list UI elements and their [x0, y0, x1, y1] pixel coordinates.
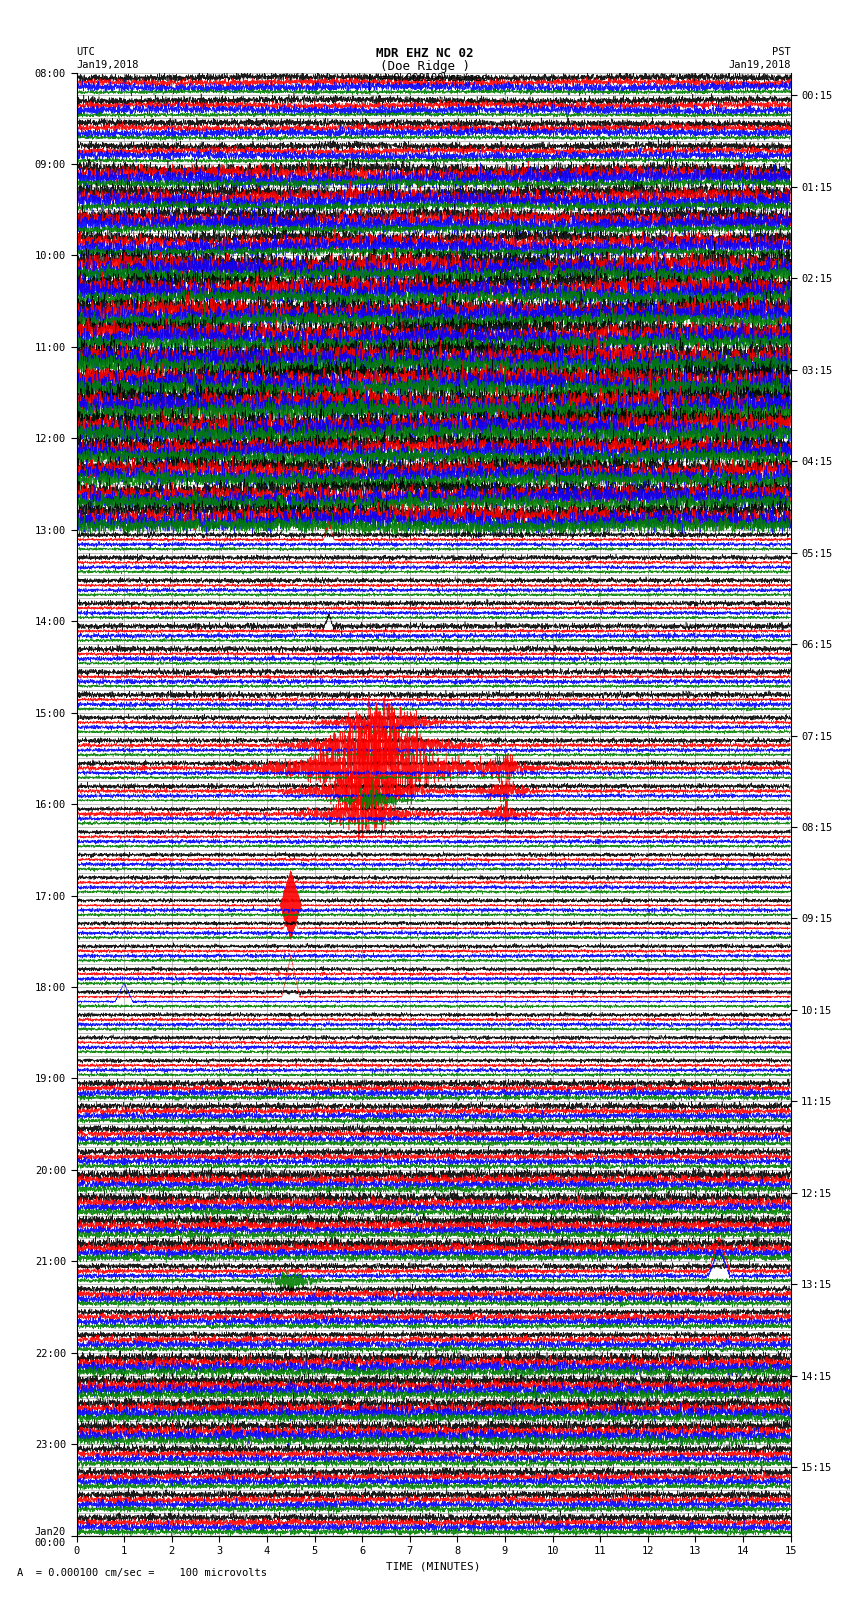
X-axis label: TIME (MINUTES): TIME (MINUTES) — [386, 1561, 481, 1571]
Text: │: │ — [366, 73, 374, 92]
Text: UTC: UTC — [76, 47, 95, 56]
Text: Jan19,2018: Jan19,2018 — [76, 60, 139, 69]
Text: Jan19,2018: Jan19,2018 — [728, 60, 791, 69]
Text: PST: PST — [772, 47, 791, 56]
Text: = 0.000100 cm/sec: = 0.000100 cm/sec — [381, 73, 487, 84]
Text: A  = 0.000100 cm/sec =    100 microvolts: A = 0.000100 cm/sec = 100 microvolts — [17, 1568, 267, 1578]
Text: MDR EHZ NC 02: MDR EHZ NC 02 — [377, 47, 473, 60]
Text: (Doe Ridge ): (Doe Ridge ) — [380, 60, 470, 73]
